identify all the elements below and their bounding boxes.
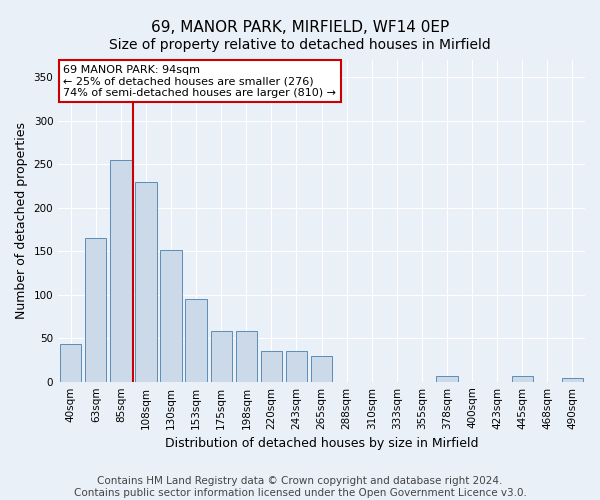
Bar xyxy=(562,378,583,382)
Bar xyxy=(512,376,533,382)
Y-axis label: Number of detached properties: Number of detached properties xyxy=(15,122,28,320)
Bar xyxy=(286,352,307,382)
Bar xyxy=(160,250,182,382)
Bar xyxy=(136,182,157,382)
Text: Contains HM Land Registry data © Crown copyright and database right 2024.
Contai: Contains HM Land Registry data © Crown c… xyxy=(74,476,526,498)
Bar xyxy=(236,332,257,382)
Bar xyxy=(311,356,332,382)
Bar xyxy=(185,299,207,382)
Text: Size of property relative to detached houses in Mirfield: Size of property relative to detached ho… xyxy=(109,38,491,52)
Bar xyxy=(436,376,458,382)
X-axis label: Distribution of detached houses by size in Mirfield: Distribution of detached houses by size … xyxy=(165,437,478,450)
Bar xyxy=(261,352,282,382)
Bar xyxy=(85,238,106,382)
Bar xyxy=(211,332,232,382)
Text: 69 MANOR PARK: 94sqm
← 25% of detached houses are smaller (276)
74% of semi-deta: 69 MANOR PARK: 94sqm ← 25% of detached h… xyxy=(64,65,337,98)
Bar xyxy=(60,344,82,382)
Text: 69, MANOR PARK, MIRFIELD, WF14 0EP: 69, MANOR PARK, MIRFIELD, WF14 0EP xyxy=(151,20,449,35)
Bar xyxy=(110,160,131,382)
